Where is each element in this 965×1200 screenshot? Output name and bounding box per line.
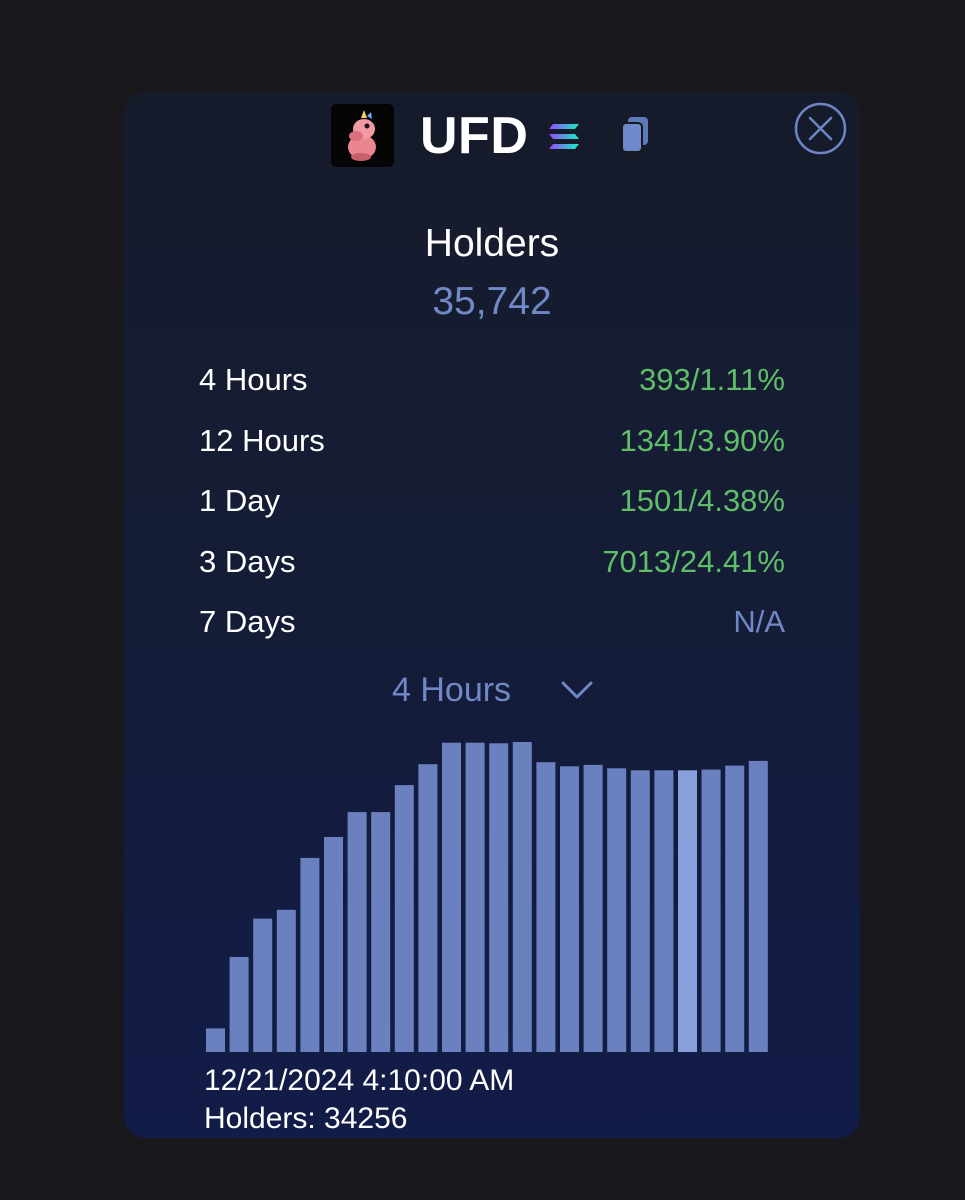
- token-symbol: UFD: [420, 107, 529, 165]
- stat-row-4-hours: 4 Hours 393/1.11%: [199, 358, 785, 419]
- chart-bar[interactable]: [748, 760, 768, 1052]
- chart-bar[interactable]: [701, 769, 721, 1052]
- chart-bar[interactable]: [394, 785, 414, 1052]
- stat-value: 7013/24.41%: [602, 543, 785, 579]
- holders-title: Holders: [424, 222, 560, 265]
- holder-change-stats: 4 Hours 393/1.11% 12 Hours 1341/3.90% 1 …: [199, 358, 785, 661]
- chart-tooltip: 12/21/2024 4:10:00 AM Holders: 34256: [204, 1062, 514, 1138]
- chart-bar[interactable]: [300, 857, 320, 1052]
- period-selected-label: 4 Hours: [392, 671, 512, 709]
- stat-value: 1341/3.90%: [619, 422, 785, 458]
- chevron-down-icon: [561, 681, 593, 699]
- stat-label: 1 Day: [199, 483, 280, 518]
- stat-label: 4 Hours: [199, 362, 308, 397]
- stat-value: N/A: [733, 604, 785, 639]
- token-avatar: [331, 104, 394, 167]
- copy-icon[interactable]: [620, 116, 650, 154]
- chart-bar[interactable]: [583, 764, 603, 1052]
- holders-count: 35,742: [432, 280, 552, 323]
- stat-label: 7 Days: [199, 604, 296, 639]
- chart-bar[interactable]: [489, 743, 509, 1052]
- chart-bar[interactable]: [607, 768, 627, 1052]
- chart-bar[interactable]: [725, 765, 745, 1052]
- chart-bar[interactable]: [678, 770, 697, 1052]
- stat-value: 393/1.11%: [639, 362, 785, 397]
- chart-bar[interactable]: [512, 742, 532, 1052]
- stat-row-7-days: 7 Days N/A: [199, 600, 785, 661]
- chart-bar[interactable]: [206, 1028, 225, 1052]
- tooltip-datetime: 12/21/2024 4:10:00 AM: [204, 1064, 515, 1097]
- chart-bar[interactable]: [418, 764, 438, 1052]
- close-circle-icon: [794, 102, 847, 155]
- solana-logo-icon: [547, 122, 581, 152]
- chart-bar[interactable]: [654, 770, 674, 1052]
- stat-label: 3 Days: [199, 543, 296, 579]
- tooltip-holders: Holders: 34256: [204, 1102, 408, 1135]
- chart-bar[interactable]: [347, 812, 367, 1052]
- stat-row-3-days: 3 Days 7013/24.41%: [199, 540, 785, 601]
- chart-bar[interactable]: [560, 766, 579, 1052]
- chart-bar[interactable]: [324, 837, 343, 1052]
- period-dropdown[interactable]: 4 Hours: [380, 667, 620, 715]
- chart-bar[interactable]: [442, 742, 461, 1052]
- chart-bar[interactable]: [465, 742, 485, 1052]
- holders-bar-chart[interactable]: [200, 735, 780, 1055]
- chart-bar[interactable]: [276, 909, 296, 1052]
- chart-bar[interactable]: [371, 812, 391, 1052]
- stat-row-12-hours: 12 Hours 1341/3.90%: [199, 419, 785, 480]
- chart-bar[interactable]: [253, 918, 273, 1052]
- stat-row-1-day: 1 Day 1501/4.38%: [199, 479, 785, 540]
- chart-bar[interactable]: [229, 957, 249, 1052]
- stat-label: 12 Hours: [199, 422, 325, 458]
- close-button[interactable]: [794, 102, 847, 155]
- chart-bar[interactable]: [630, 770, 650, 1052]
- stat-value: 1501/4.38%: [619, 483, 785, 518]
- chart-bar[interactable]: [536, 762, 556, 1052]
